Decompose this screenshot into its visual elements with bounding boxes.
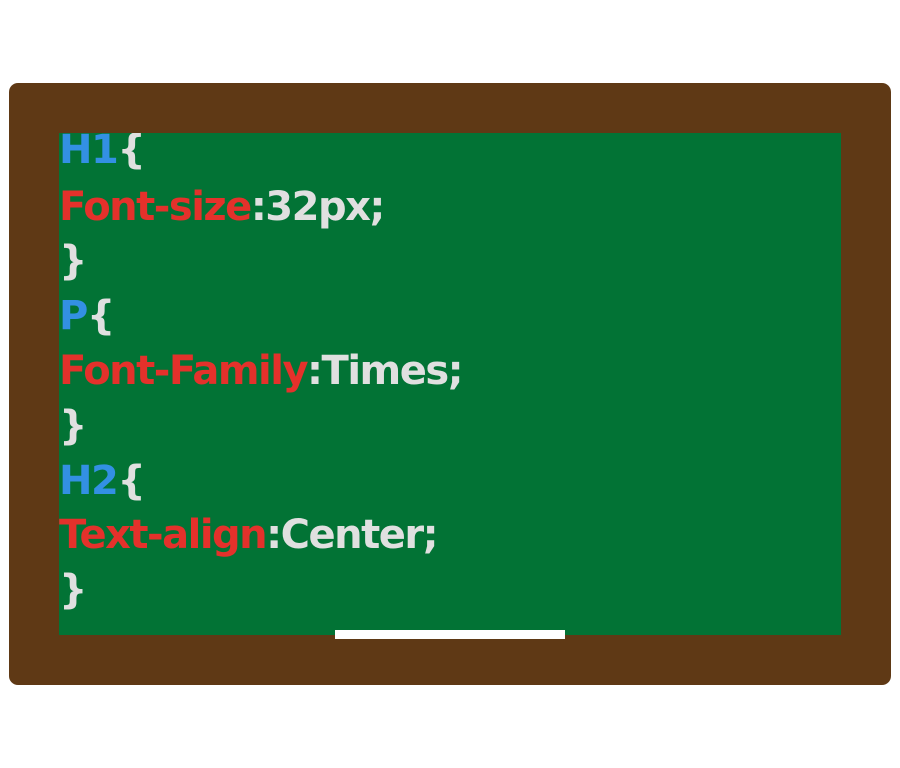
rule1-close-line: } bbox=[59, 234, 87, 289]
rule1-selector: H1 bbox=[59, 133, 119, 173]
chalk-tray bbox=[335, 630, 565, 639]
rule2-close-line: } bbox=[59, 399, 87, 454]
rule1-close-brace: } bbox=[59, 238, 87, 284]
rule3-value: :Center; bbox=[266, 512, 438, 558]
rule3-open-brace: { bbox=[117, 458, 145, 504]
rule1-value: :32px; bbox=[250, 184, 386, 230]
rule3-close-line: } bbox=[59, 563, 87, 618]
rule2-selector: P bbox=[59, 293, 88, 339]
rule2-value: :Times; bbox=[307, 348, 464, 394]
rule2-property: Font-Family bbox=[59, 348, 309, 394]
rule1-open-brace: { bbox=[117, 133, 145, 173]
rule1-selector-line: H1{ bbox=[59, 133, 146, 178]
rule3-property: Text-align bbox=[59, 512, 268, 558]
rule1-declaration-line: Font-size:32px; bbox=[59, 180, 386, 235]
rule3-selector: H2 bbox=[59, 458, 119, 504]
rule2-selector-line: P{ bbox=[59, 289, 115, 344]
rule3-close-brace: } bbox=[59, 567, 87, 613]
rule1-property: Font-size bbox=[59, 184, 252, 230]
rule3-selector-line: H2{ bbox=[59, 454, 146, 509]
rule2-open-brace: { bbox=[86, 293, 115, 339]
chalkboard: H1{ Font-size:32px; } P{ Font-Family:Tim… bbox=[59, 133, 841, 635]
rule3-declaration-line: Text-align:Center; bbox=[59, 508, 439, 563]
rule2-close-brace: } bbox=[59, 403, 87, 449]
rule2-declaration-line: Font-Family:Times; bbox=[59, 344, 464, 399]
